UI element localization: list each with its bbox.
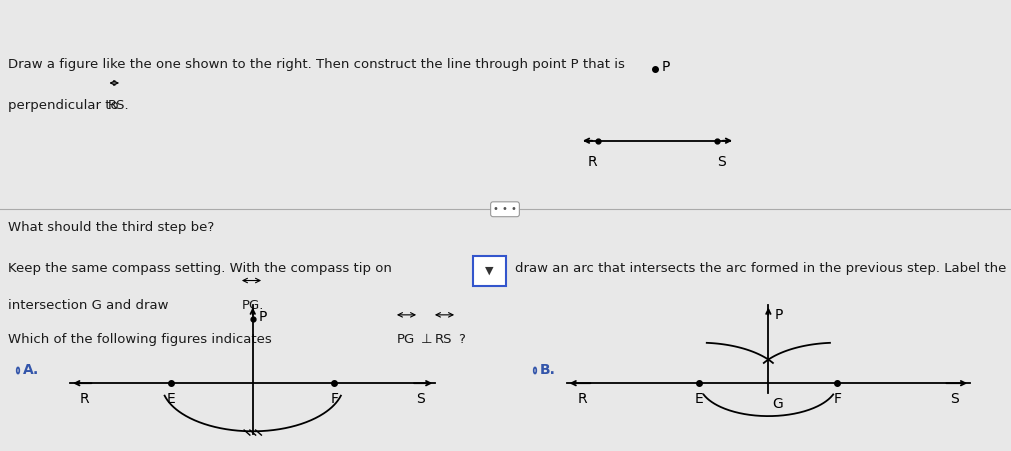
Text: S: S [949, 392, 958, 406]
Text: P: P [662, 60, 670, 74]
Text: ⊥: ⊥ [421, 333, 433, 345]
Text: G: G [772, 397, 784, 411]
Text: P: P [259, 310, 267, 324]
Text: F: F [331, 392, 339, 406]
Text: B.: B. [540, 364, 556, 377]
Text: R: R [80, 392, 90, 406]
Text: perpendicular to: perpendicular to [8, 99, 123, 112]
FancyBboxPatch shape [472, 256, 506, 286]
Text: ▼: ▼ [484, 266, 493, 276]
Text: RS.: RS. [108, 99, 129, 112]
Text: S: S [718, 155, 726, 169]
Text: E: E [695, 392, 704, 406]
Text: PG: PG [397, 333, 416, 345]
Text: R: R [587, 155, 596, 169]
Text: PG.: PG. [242, 299, 264, 313]
Text: What should the third step be?: What should the third step be? [8, 221, 214, 235]
Text: A.: A. [23, 364, 39, 377]
Text: Draw a figure like the one shown to the right. Then construct the line through p: Draw a figure like the one shown to the … [8, 58, 625, 71]
Text: E: E [167, 392, 176, 406]
Text: draw an arc that intersects the arc formed in the previous step. Label the point: draw an arc that intersects the arc form… [515, 262, 1011, 275]
Text: F: F [833, 392, 841, 406]
Text: Which of the following figures indicates: Which of the following figures indicates [8, 333, 276, 345]
Text: P: P [774, 308, 784, 322]
Text: intersection G and draw: intersection G and draw [8, 299, 173, 313]
Text: RS: RS [435, 333, 453, 345]
Text: • • •: • • • [493, 204, 517, 214]
Text: ?: ? [458, 333, 465, 345]
Text: S: S [417, 392, 426, 406]
Text: Keep the same compass setting. With the compass tip on: Keep the same compass setting. With the … [8, 262, 396, 275]
Text: R: R [577, 392, 587, 406]
